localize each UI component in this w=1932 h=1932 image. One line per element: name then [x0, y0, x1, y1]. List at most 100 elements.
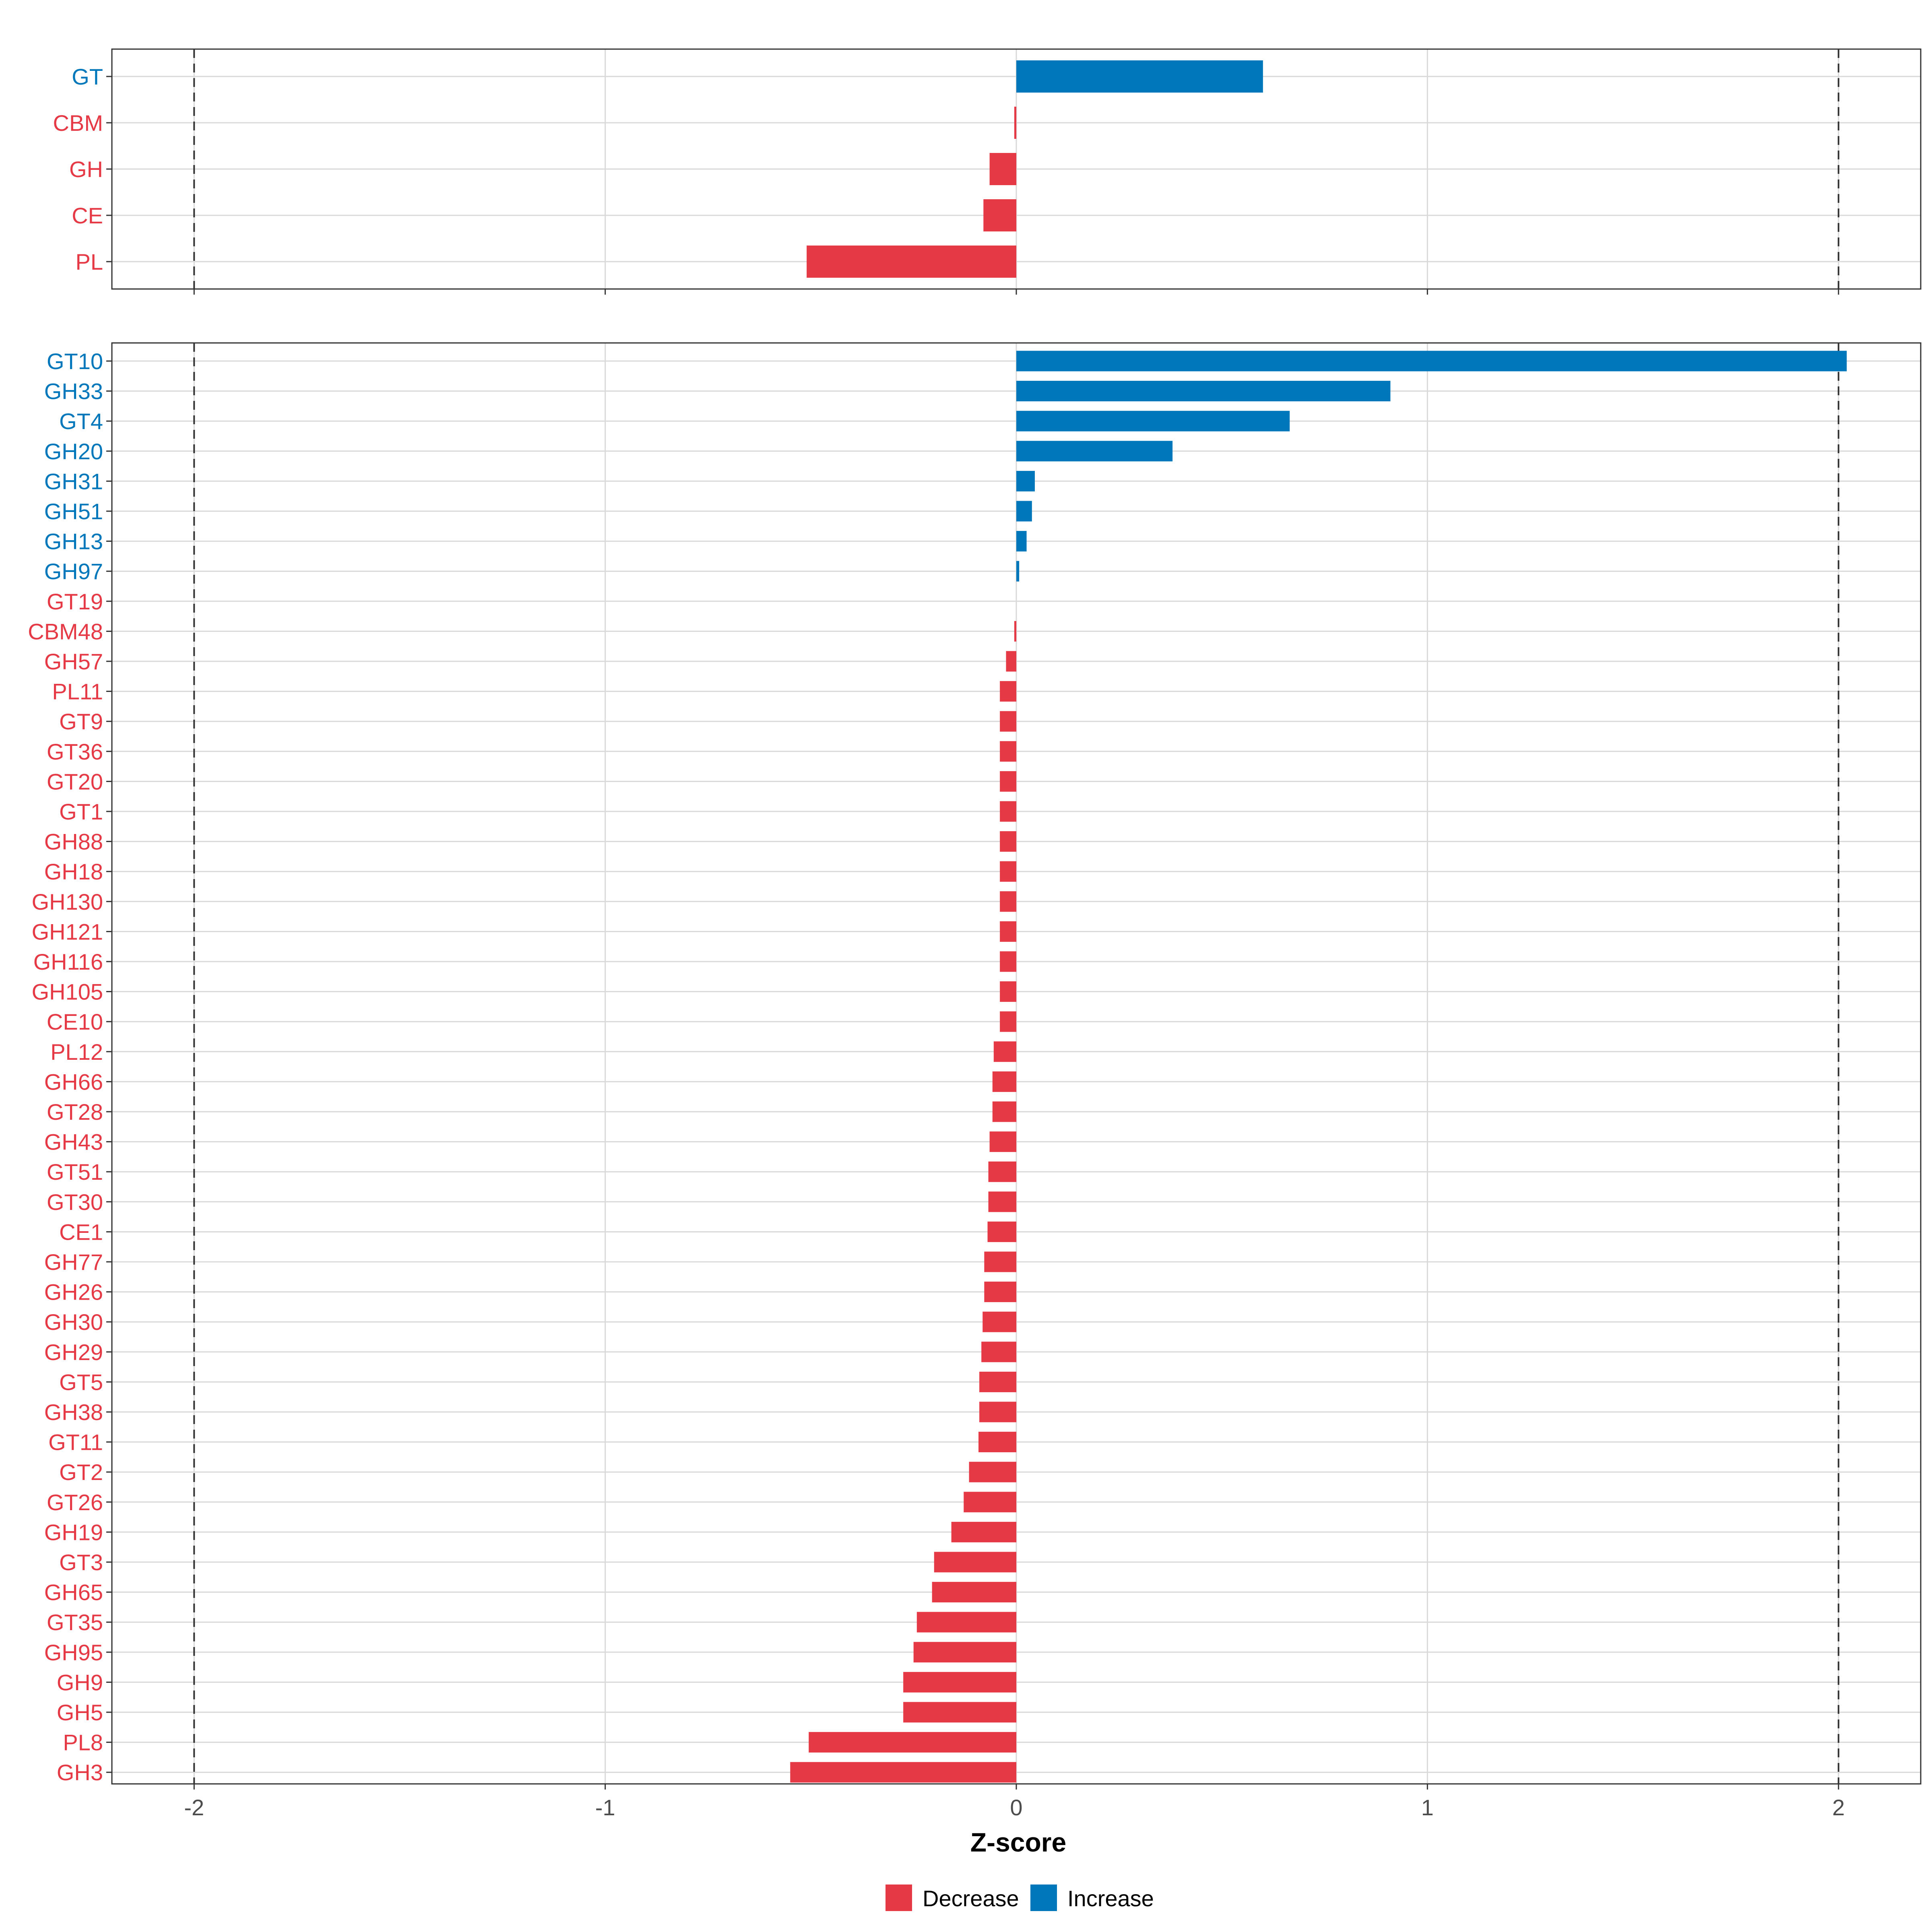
bar-gh19 [951, 1521, 1016, 1542]
y-tick-label: CBM [53, 110, 103, 136]
y-tick-label: GT1 [59, 799, 103, 824]
bar-gt26 [964, 1492, 1016, 1513]
bar-gt3 [934, 1552, 1016, 1573]
y-tick-label: GH57 [44, 649, 103, 674]
y-tick-label: CE1 [59, 1219, 103, 1245]
bar-gh33 [1016, 381, 1391, 402]
bar-gh95 [913, 1642, 1016, 1663]
bar-pl12 [993, 1041, 1016, 1062]
y-tick-label: GT5 [59, 1369, 103, 1395]
y-tick-label: GT19 [47, 589, 103, 614]
bar-gh3 [790, 1762, 1016, 1783]
bar-gt10 [1016, 351, 1847, 372]
legend: Decrease Increase [886, 1885, 1154, 1911]
panel-top-summary: GT CBM GH CE PL [53, 48, 1922, 295]
bar-gh31 [1016, 471, 1035, 491]
bar-gt [1016, 60, 1263, 93]
y-tick-label: GT [72, 64, 103, 89]
y-tick-label: GT28 [47, 1099, 103, 1125]
bar-gh20 [1016, 441, 1173, 462]
bar-gt2 [969, 1461, 1016, 1482]
y-tick-label: GT30 [47, 1189, 103, 1215]
bar-gh88 [1000, 831, 1016, 852]
bar-ce10 [1000, 1011, 1016, 1032]
bar-gh77 [984, 1251, 1016, 1272]
y-tick-label: GH95 [44, 1640, 103, 1665]
y-tick-label: GT11 [48, 1430, 103, 1455]
bar-pl8 [809, 1732, 1016, 1753]
y-tick-label: PL8 [63, 1730, 103, 1755]
bar-gh57 [1006, 651, 1016, 672]
x-tick-label: 2 [1832, 1795, 1845, 1820]
bar-gh121 [1000, 921, 1016, 942]
y-tick-label: GH116 [33, 949, 103, 974]
y-tick-label: GH9 [57, 1670, 103, 1695]
bar-ce [983, 199, 1016, 231]
y-tick-label: GH5 [57, 1700, 103, 1725]
x-axis-title: Z-score [970, 1827, 1066, 1857]
bar-cbm [1014, 107, 1016, 139]
bar-gh130 [1000, 891, 1016, 912]
bar-gt36 [1000, 741, 1016, 762]
legend-increase-swatch [1030, 1885, 1057, 1911]
x-tick-label: 1 [1421, 1795, 1434, 1820]
y-tick-label: GH [69, 157, 103, 182]
bar-gh51 [1016, 501, 1032, 522]
bar-gt1 [1000, 801, 1016, 822]
x-tick-label: -1 [595, 1795, 615, 1820]
y-tick-label: GT51 [47, 1159, 103, 1185]
y-tick-label: GT10 [47, 349, 103, 374]
x-tick-label: -2 [184, 1795, 204, 1820]
x-axis: -2 -1 0 1 2 [184, 1795, 1845, 1820]
y-tick-label: GH121 [32, 919, 103, 944]
y-tick-label: GT36 [47, 739, 103, 764]
y-tick-label: GT20 [47, 769, 103, 794]
bar-gt20 [1000, 771, 1016, 792]
bar-gt51 [988, 1161, 1016, 1182]
bar-gh [989, 153, 1016, 185]
bar-ce1 [987, 1221, 1016, 1242]
y-tick-label: GH43 [44, 1129, 103, 1155]
bar-gh26 [984, 1282, 1016, 1302]
bar-gt35 [916, 1612, 1016, 1633]
x-tick-label: 0 [1010, 1795, 1022, 1820]
y-tick-label: CE [72, 203, 103, 228]
y-tick-label: GH51 [44, 499, 103, 524]
bar-gt5 [979, 1371, 1016, 1392]
y-tick-label: GH66 [44, 1069, 103, 1094]
y-tick-label: GH3 [57, 1760, 103, 1785]
y-tick-label: GH65 [44, 1580, 103, 1605]
y-tick-label: GH88 [44, 829, 103, 855]
y-tick-label: GT35 [47, 1610, 103, 1635]
bar-gh97 [1016, 561, 1020, 582]
panel-bottom-families: GT10 GH33 GT4 GH20 GH31 GH51 GH13 GH97 GT19 CBM48… [28, 342, 1922, 1790]
bar-gh116 [1000, 951, 1016, 972]
bar-gh13 [1016, 531, 1027, 552]
y-tick-label: GH105 [32, 979, 103, 1005]
y-tick-label: PL [76, 249, 103, 275]
y-tick-label: GH97 [44, 559, 103, 584]
bar-gt30 [988, 1191, 1016, 1212]
y-tick-label: PL11 [52, 679, 103, 704]
bar-gh65 [932, 1582, 1016, 1603]
y-tick-label: GH31 [44, 469, 103, 494]
y-tick-label: CE10 [47, 1009, 103, 1034]
bar-gt11 [978, 1432, 1016, 1453]
bar-gh30 [983, 1311, 1016, 1332]
y-tick-label: GH77 [44, 1249, 103, 1275]
bar-gt28 [992, 1101, 1016, 1122]
bar-gh43 [989, 1131, 1016, 1152]
y-tick-label: GH33 [44, 379, 103, 404]
y-tick-label: GH13 [44, 529, 103, 554]
bar-pl [807, 246, 1016, 278]
bar-gt9 [1000, 711, 1016, 732]
y-tick-label: GT3 [59, 1550, 103, 1575]
legend-increase-label: Increase [1067, 1886, 1154, 1911]
y-tick-label: GH38 [44, 1399, 103, 1425]
bar-gh66 [992, 1071, 1016, 1092]
y-tick-label: GT9 [59, 709, 103, 734]
y-tick-label: CBM48 [28, 619, 103, 644]
y-tick-label: GH26 [44, 1280, 103, 1305]
y-tick-label: GH19 [44, 1519, 103, 1545]
y-tick-label: GH29 [44, 1340, 103, 1365]
